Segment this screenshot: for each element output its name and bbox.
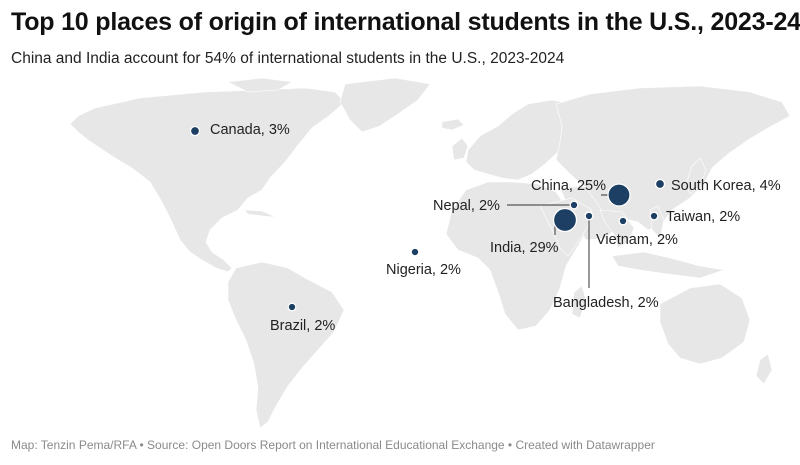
south-america-land bbox=[227, 261, 345, 429]
marker-nepal bbox=[569, 200, 579, 210]
marker-india bbox=[552, 207, 578, 233]
arctic-islands-land bbox=[226, 77, 293, 93]
marker-south-korea bbox=[654, 178, 666, 190]
map-title: Top 10 places of origin of international… bbox=[11, 8, 800, 36]
iceland-land bbox=[441, 118, 465, 131]
new-zealand-land bbox=[755, 353, 773, 385]
marker-bangladesh bbox=[584, 211, 594, 221]
madagascar-land bbox=[571, 285, 587, 319]
label-nepal: Nepal, 2% bbox=[433, 198, 500, 214]
label-nigeria: Nigeria, 2% bbox=[386, 262, 461, 278]
label-brazil: Brazil, 2% bbox=[270, 318, 336, 334]
label-taiwan: Taiwan, 2% bbox=[666, 209, 741, 225]
greenland-land bbox=[339, 77, 431, 133]
indonesia-land bbox=[611, 251, 725, 279]
label-china: China, 25% bbox=[531, 178, 606, 194]
marker-brazil bbox=[287, 302, 297, 312]
british-isles-land bbox=[451, 137, 469, 161]
japan-land bbox=[685, 157, 707, 195]
label-vietnam: Vietnam, 2% bbox=[596, 232, 678, 248]
world-map: Canada, 3% China, 25% Nepal, 2% India, 2… bbox=[0, 70, 800, 430]
marker-taiwan bbox=[649, 211, 659, 221]
marker-canada bbox=[189, 125, 201, 137]
label-canada: Canada, 3% bbox=[210, 122, 290, 138]
marker-china bbox=[607, 183, 631, 207]
marker-nigeria bbox=[410, 247, 420, 257]
label-bangladesh: Bangladesh, 2% bbox=[553, 295, 659, 311]
caribbean-land bbox=[243, 209, 277, 218]
label-india: India, 29% bbox=[490, 240, 559, 256]
map-subtitle: China and India account for 54% of inter… bbox=[11, 50, 565, 67]
label-south-korea: South Korea, 4% bbox=[671, 178, 781, 194]
north-america-land bbox=[69, 87, 346, 273]
marker-vietnam bbox=[618, 216, 628, 226]
australia-land bbox=[659, 283, 751, 365]
source-footer: Map: Tenzin Pema/RFA • Source: Open Door… bbox=[11, 438, 655, 452]
world-basemap bbox=[69, 77, 791, 429]
